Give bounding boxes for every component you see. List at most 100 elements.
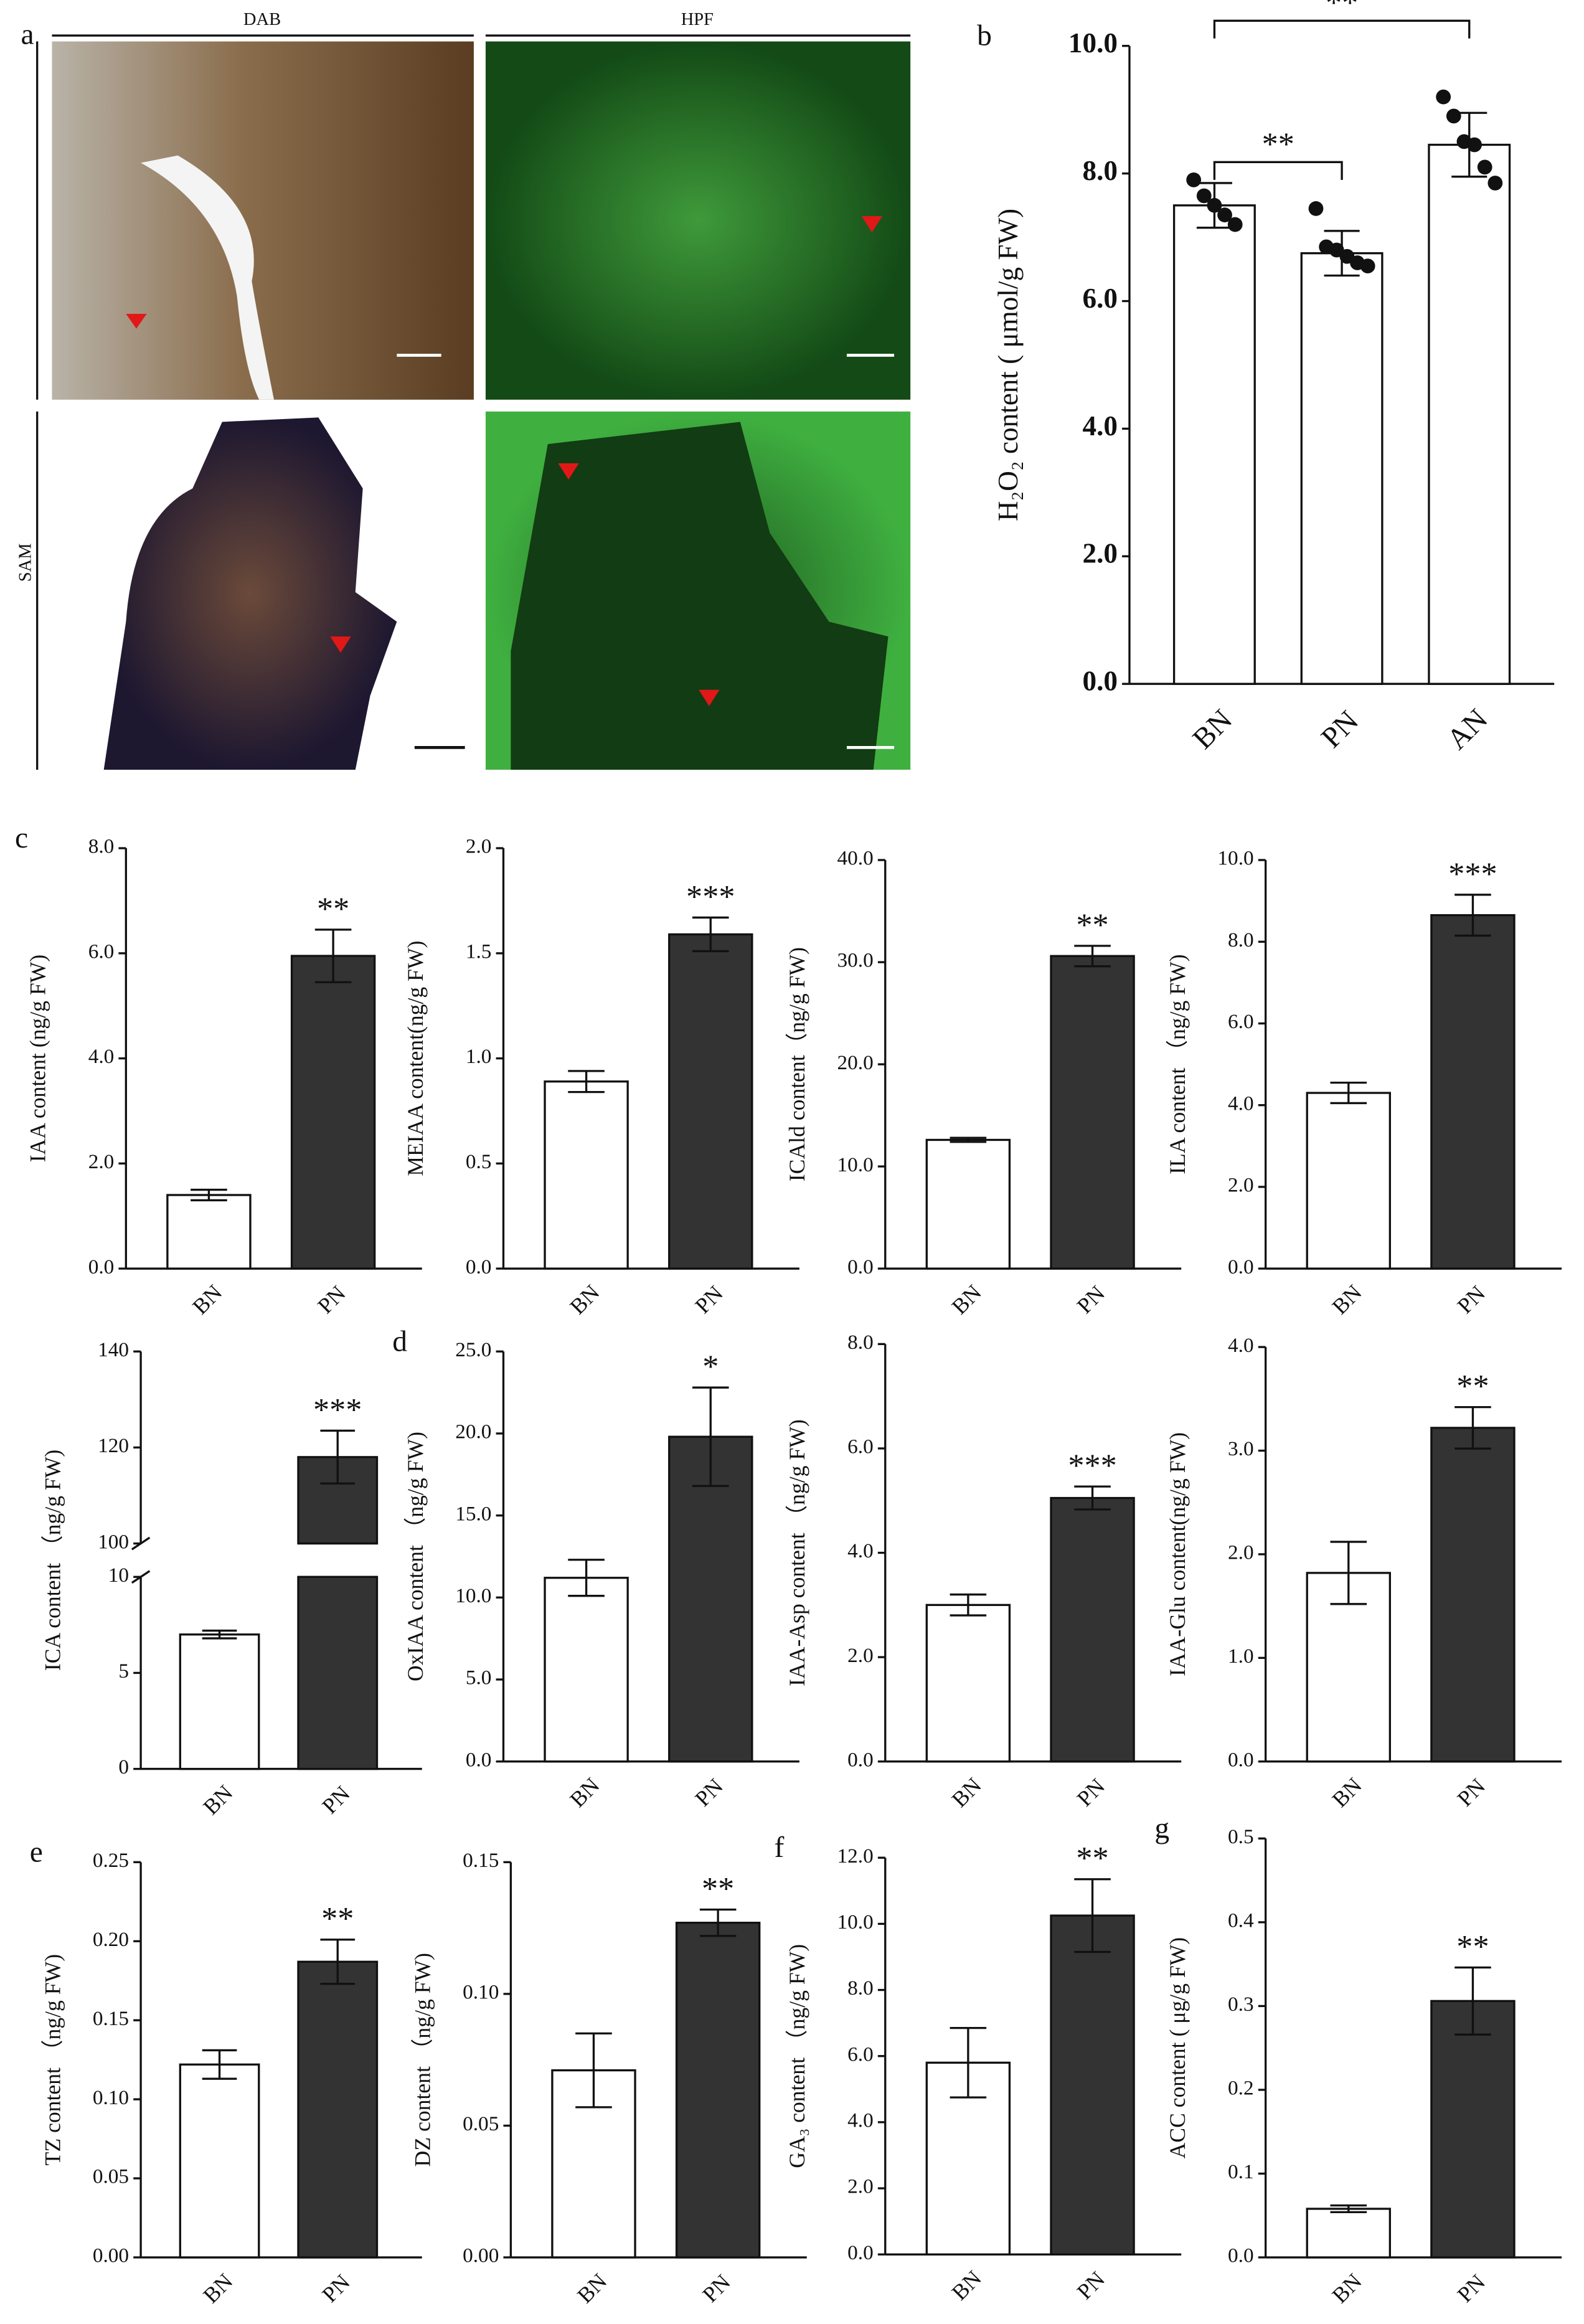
row-label: SAM [16,543,35,582]
x-tick-label: BN [572,2269,611,2308]
error-bar [1454,1966,1491,2036]
significance: * [702,1349,719,1385]
significance: *** [1068,1448,1116,1484]
y-tick-label: 0.0 [466,1748,492,1771]
error-bar [202,2049,237,2080]
y-tick-label: 8.0 [847,1977,874,2000]
y-tick-label: 5 [118,1660,129,1683]
y-tick-label: 12.0 [837,1845,874,1868]
significance: ** [1076,1840,1108,1876]
y-tick-label: 1.0 [1228,1645,1254,1668]
data-point [1186,172,1202,187]
y-axis-label: H₂O₂ content ( μmol/g FW) [992,209,1024,521]
significance: ** [1076,907,1108,943]
micrograph [52,41,474,400]
y-tick-label: 0.05 [93,2165,129,2188]
y-tick-label: 10.0 [837,1911,874,1934]
bar [1430,1427,1516,1763]
y-axis-label: ICAld content（ng/g FW) [785,947,809,1181]
bar [297,1575,379,1770]
y-tick-label: 0.05 [463,2112,499,2135]
error-bar [699,1908,737,1937]
y-tick-label: 0.0 [88,1255,115,1278]
x-tick-label: BN [198,2269,237,2308]
y-tick-label: 0.0 [847,1748,874,1771]
error-bar [568,1070,605,1094]
x-tick-label: PN [313,1280,351,1318]
x-tick-label: PN [690,1774,728,1811]
bar [179,1633,260,1770]
bar [1172,204,1256,685]
y-tick-label: 10.0 [455,1584,491,1607]
y-tick-label: 0 [118,1755,129,1778]
y-tick-label: 0.10 [463,1981,499,2004]
y-tick-label: 3.0 [1228,1437,1254,1460]
significance: ** [1262,126,1294,163]
y-axis-label: TZ content （ng/g FW) [40,1954,65,2166]
data-point [1436,89,1451,105]
data-point [1227,217,1243,232]
y-tick-label: 0.20 [93,1928,129,1951]
bar [925,1138,1011,1270]
data-point [1308,201,1324,216]
y-tick-label: 0.2 [1228,2077,1254,2100]
x-tick-label: BN [947,2265,986,2305]
x-tick-label: BN [947,1773,986,1812]
bar [297,1960,379,2259]
x-tick-label: PN [317,1781,355,1819]
y-tick-label: 8.0 [1228,928,1254,952]
x-tick-label: PN [1072,2267,1110,2305]
y-tick-label: 0.1 [1228,2160,1254,2183]
error-bar [950,1136,987,1143]
bar [290,955,376,1270]
panel-label: f [774,1831,784,1864]
y-tick-label: 20.0 [837,1051,874,1074]
micrograph-feature [141,155,275,400]
error-bar [692,916,729,953]
y-tick-label: 5.0 [466,1666,492,1689]
y-tick-label: 1.0 [466,1045,492,1068]
micrograph-feature [511,422,889,770]
error-bar [950,1593,987,1617]
x-tick-label: PN [1072,1280,1110,1318]
y-tick-label: 1.5 [466,940,492,963]
x-tick-label: PN [317,2269,355,2307]
significance: ** [1456,1929,1489,1965]
y-tick-label: 2.0 [1083,538,1118,569]
y-tick-label: 0.15 [463,1849,499,1872]
y-tick-label: 20.0 [455,1420,491,1443]
y-tick-label: 0.10 [93,2086,129,2109]
y-tick-label: 0.0 [1228,1255,1254,1278]
error-bar [568,1559,605,1597]
error-bar [692,1386,729,1487]
y-tick-label: 8.0 [847,1331,874,1354]
significance: *** [686,879,735,915]
data-point [1217,207,1232,223]
x-tick-label: PN [1453,2269,1491,2307]
x-tick-label: PN [1315,705,1365,755]
y-tick-label: 2.0 [847,2175,874,2198]
y-tick-label: 2.0 [1228,1541,1254,1564]
y-tick-label: 0.00 [93,2244,129,2267]
x-tick-label: BN [187,1280,227,1319]
bar [1428,143,1511,685]
bar [1050,1914,1135,2256]
y-tick-label: 0.15 [93,2007,129,2030]
bar [1306,2208,1392,2259]
significance: ** [317,890,349,927]
y-tick-label: 140 [98,1338,129,1361]
error-bar [1330,1541,1367,1605]
error-bar [1330,2204,1367,2214]
y-axis-label: IAA-Asp content （ng/g FW) [785,1419,809,1686]
bar [925,1604,1011,1763]
column-label: HPF [681,10,714,29]
bar [675,1922,761,2259]
column-label: DAB [243,10,281,29]
y-tick-label: 0.0 [847,2241,874,2264]
significance: ** [1326,0,1358,21]
y-tick-label: 6.0 [1228,1010,1254,1033]
error-bar [202,1629,237,1640]
y-tick-label: 0.3 [1228,1993,1254,2016]
error-bar [1074,1485,1111,1511]
